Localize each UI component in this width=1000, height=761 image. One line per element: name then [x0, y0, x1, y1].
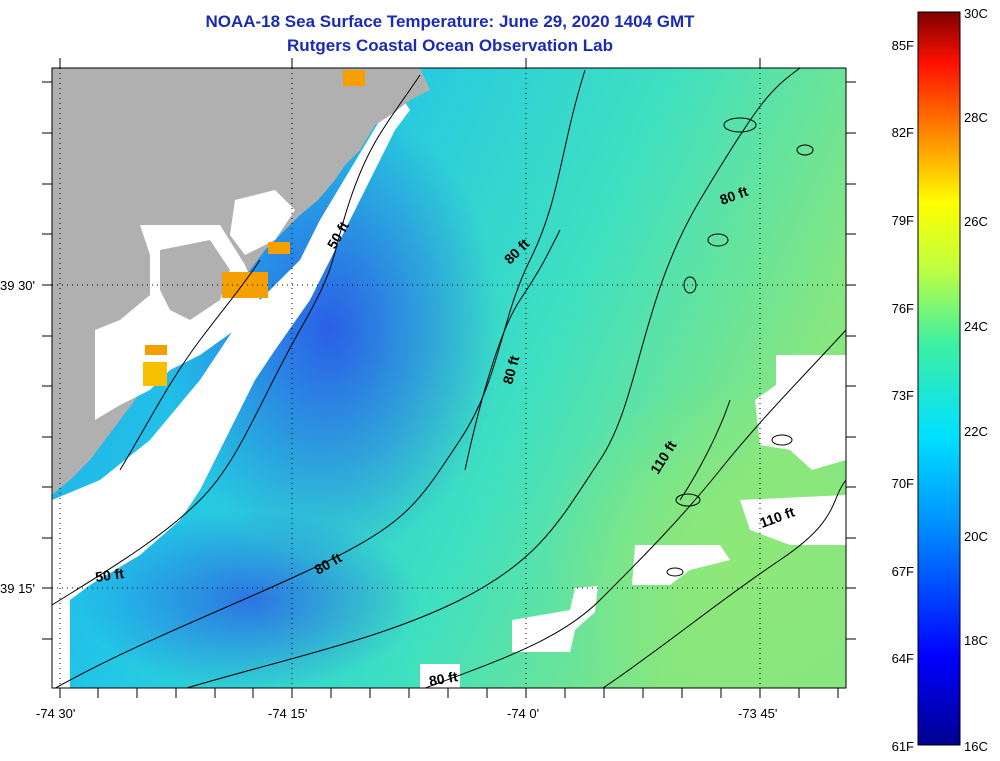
colorbar-f-label: 79F	[892, 213, 914, 228]
colorbar-c-label: 18C	[964, 633, 988, 648]
warm-water-region	[540, 380, 846, 688]
lat-label: 39 15'	[0, 581, 35, 596]
colorbar-c-label: 20C	[964, 529, 988, 544]
map-panel	[52, 68, 846, 688]
colorbar-c-label: 26C	[964, 214, 988, 229]
lon-label: -74 0'	[507, 706, 539, 721]
colorbar-c-label: 16C	[964, 739, 988, 754]
lat-label: 39 30'	[0, 278, 35, 293]
map-frame	[51, 67, 847, 689]
hot-pixel	[343, 70, 365, 86]
map-title: NOAA-18 Sea Surface Temperature: June 29…	[205, 12, 695, 31]
bathymetry-contours	[52, 68, 846, 688]
colorbar-f-label: 64F	[892, 651, 914, 666]
contour-label: 80 ft	[499, 354, 522, 386]
axis-ticks	[42, 58, 856, 698]
lon-label: -74 15'	[268, 706, 307, 721]
colorbar-f-label: 61F	[892, 739, 914, 754]
colorbar	[917, 11, 961, 746]
lon-label: -74 30'	[36, 706, 75, 721]
lon-label: -73 45'	[738, 706, 777, 721]
graticule	[52, 68, 846, 688]
contour-label: 80 ft	[428, 668, 459, 689]
colorbar-f-label: 82F	[892, 125, 914, 140]
colorbar-f-label: 85F	[892, 38, 914, 53]
cloud-patch	[755, 355, 846, 470]
contour-label: 50 ft	[94, 565, 125, 585]
colorbar-c-label: 24C	[964, 319, 988, 334]
map-subtitle: Rutgers Coastal Ocean Observation Lab	[287, 36, 613, 55]
colorbar-c-label: 30C	[964, 6, 988, 21]
cloud-mask-coastal	[52, 95, 410, 688]
colorbar-f-label: 73F	[892, 388, 914, 403]
colorbar-c-label: 22C	[964, 424, 988, 439]
colorbar-f-label: 76F	[892, 301, 914, 316]
colorbar-f-label: 67F	[892, 564, 914, 579]
colorbar-f-label: 70F	[892, 476, 914, 491]
colorbar-c-label: 28C	[964, 110, 988, 125]
land-mass	[52, 68, 430, 495]
